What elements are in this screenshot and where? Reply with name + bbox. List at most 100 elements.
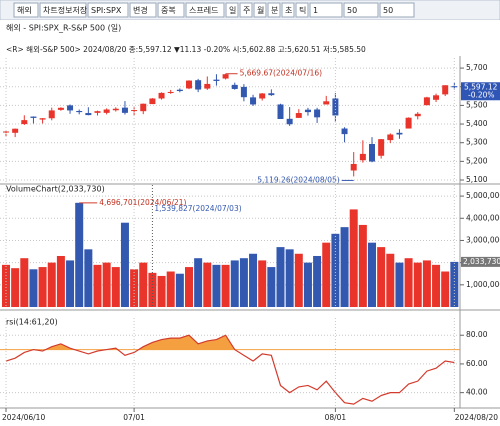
- volume-bar: [358, 224, 367, 307]
- toolbar-button[interactable]: [129, 2, 157, 18]
- volume-bar: [441, 271, 450, 307]
- volume-bar: [203, 262, 212, 307]
- toolbar-button[interactable]: [87, 2, 129, 18]
- candle-body: [423, 97, 430, 106]
- toolbar-items: 해외 차트정보저장 SPI:SPX 변경 중복 스프레드 일 주 월 분 초 틱 1 50 50: [13, 2, 415, 18]
- toolbar-button[interactable]: [267, 2, 281, 18]
- volume-bar: [56, 255, 65, 307]
- toolbar-label[interactable]: 초: [285, 6, 292, 15]
- plot: 5,1005,2005,3005,4005,5005,6005,7005,669…: [0, 58, 500, 422]
- candle-body: [48, 110, 55, 119]
- candle-body: [30, 116, 37, 118]
- candle-body: [195, 80, 202, 90]
- toolbar-label[interactable]: 변경: [133, 5, 148, 15]
- toolbar-label[interactable]: 스프레드: [189, 6, 218, 15]
- y-tick-label: 5,300: [466, 138, 488, 147]
- candle-body: [433, 95, 440, 100]
- toolbar-button[interactable]: [13, 2, 39, 18]
- toolbar-button[interactable]: [295, 2, 309, 18]
- toolbar-button[interactable]: [39, 2, 87, 18]
- toolbar-label[interactable]: 틱: [299, 5, 306, 15]
- toolbar-label[interactable]: SPI:SPX: [91, 6, 122, 15]
- candle-body: [286, 118, 293, 125]
- volume-bar: [377, 247, 386, 307]
- y-tick-label: 5,400: [466, 119, 488, 128]
- volume-bar: [322, 242, 331, 307]
- candle-body: [39, 118, 46, 120]
- y-tick-label: 5,500: [466, 100, 488, 109]
- volume-bar: [386, 253, 395, 307]
- volume-bar: [175, 273, 184, 307]
- toolbar-label[interactable]: 50: [383, 6, 393, 15]
- toolbar-label[interactable]: 일: [229, 6, 236, 15]
- toolbar-button[interactable]: [309, 2, 343, 18]
- candle-body: [85, 113, 92, 116]
- candle-body: [405, 117, 412, 129]
- toolbar-button[interactable]: [379, 2, 415, 18]
- candle-body: [240, 86, 247, 98]
- toolbar-label[interactable]: 차트정보저장: [43, 5, 88, 15]
- candle-body: [140, 103, 147, 112]
- candle-body: [186, 80, 192, 89]
- volume-bar: [267, 267, 276, 307]
- toolbar-button[interactable]: [281, 2, 295, 18]
- volume-bar: [148, 272, 157, 307]
- toolbar-label[interactable]: 1: [313, 6, 318, 15]
- volume-bar: [93, 264, 102, 307]
- toolbar-label[interactable]: 해외: [17, 5, 32, 15]
- volume-bar: [139, 262, 148, 307]
- volume-bar: [84, 249, 93, 307]
- candle-body: [12, 128, 19, 133]
- candle-body: [341, 128, 348, 135]
- last-change: -0.20%: [468, 90, 495, 99]
- toolbar-button[interactable]: [343, 2, 379, 18]
- x-tick-label: 2024/06/10: [2, 413, 45, 422]
- volume-bar: [66, 260, 75, 307]
- volume-bar: [395, 262, 404, 307]
- last-value: 2,033,730: [463, 257, 500, 266]
- candle-body: [167, 91, 174, 93]
- header-info: <R> 해외-S&P 500> 2024/08/20 종:5,597.12 ▼1…: [6, 44, 366, 54]
- candle-body: [131, 110, 138, 112]
- rsi-line: [5, 334, 455, 405]
- volume-bar: [38, 267, 47, 307]
- toolbar-button[interactable]: [239, 2, 253, 18]
- candle-body: [387, 134, 394, 141]
- candle-body: [176, 89, 183, 92]
- annotation: 4,696,701(2024/06/21): [99, 198, 186, 207]
- candle-body: [268, 93, 275, 96]
- toolbar-button[interactable]: [253, 2, 267, 18]
- candle-body: [259, 93, 266, 99]
- candle-body: [359, 153, 366, 161]
- panel-title: VolumeChart(2,033,730): [6, 185, 105, 194]
- candle-body: [204, 83, 211, 89]
- volume-bar: [185, 267, 193, 307]
- volume-bar: [239, 258, 248, 307]
- toolbar-label[interactable]: 주: [243, 6, 250, 15]
- toolbar-button[interactable]: [225, 2, 239, 18]
- volume-bar: [11, 268, 20, 307]
- candle-body: [442, 85, 449, 95]
- volume-bar: [111, 267, 120, 307]
- toolbar-button[interactable]: [185, 2, 225, 18]
- volume-bar: [230, 260, 239, 307]
- toolbar-label[interactable]: 중복: [161, 6, 176, 15]
- candle-body: [76, 110, 83, 113]
- last-value-box: [461, 256, 500, 267]
- toolbar-label[interactable]: 분: [271, 6, 278, 15]
- volume-bar: [166, 271, 175, 307]
- candle-body: [323, 101, 330, 105]
- toolbar-label[interactable]: 50: [347, 6, 357, 15]
- y-tick-label: 5,700: [466, 63, 488, 72]
- candle-body: [414, 113, 421, 117]
- toolbar-label[interactable]: 월: [257, 5, 264, 15]
- candle-body: [112, 108, 119, 111]
- header-title: 해외 - SPI:SPX_R-S&P 500 (일): [6, 23, 121, 33]
- volume-bar: [331, 233, 340, 307]
- toolbar-button[interactable]: [157, 2, 185, 18]
- volume-bar: [75, 202, 84, 307]
- candle-body: [350, 163, 357, 171]
- volume-bar: [194, 258, 203, 307]
